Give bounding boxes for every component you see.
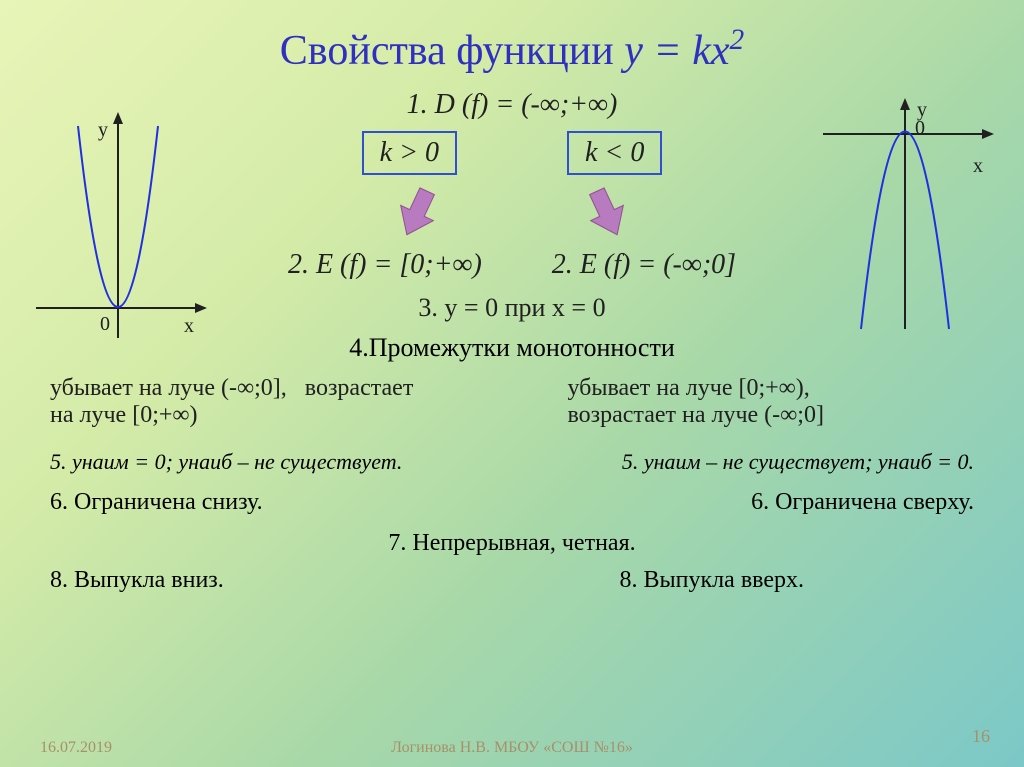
box-k-positive: k > 0 bbox=[362, 131, 457, 175]
slide-title: Свойства функции y = kx2 bbox=[0, 0, 1024, 75]
y-axis-label: y bbox=[98, 119, 108, 141]
x-axis-label: x bbox=[184, 315, 194, 337]
title-formula: y = kx bbox=[624, 28, 729, 74]
prop6-right: 6. Ограничена сверху. bbox=[751, 489, 974, 516]
prop6-left: 6. Ограничена снизу. bbox=[50, 489, 263, 516]
footer-author: Логинова Н.В. МБОУ «СОШ №16» bbox=[391, 739, 633, 757]
property-8-row: 8. Выпукла вниз. 8. Выпукла вверх. bbox=[0, 567, 1024, 594]
range-right: 2. E (f) = (-∞;0] bbox=[552, 249, 736, 281]
prop8-right: 8. Выпукла вверх. bbox=[620, 567, 804, 594]
property-5-row: 5. yнаим = 0; yнаиб – не существует. 5. … bbox=[0, 449, 1024, 475]
mono-right-b: возрастает на луче (-∞;0] bbox=[567, 402, 823, 428]
footer-date: 16.07.2019 bbox=[40, 739, 112, 757]
origin-label: 0 bbox=[915, 117, 925, 139]
graph-parabola-up: y x 0 bbox=[26, 108, 211, 348]
origin-label: 0 bbox=[100, 313, 110, 335]
mono-right-a: убывает на луче [0;+∞), bbox=[567, 375, 809, 401]
mono-left-a: убывает на луче (-∞;0], bbox=[50, 375, 287, 401]
graph-parabola-down: y x 0 bbox=[813, 94, 998, 334]
range-left: 2. E (f) = [0;+∞) bbox=[288, 249, 482, 281]
property-7: 7. Непрерывная, четная. bbox=[0, 530, 1024, 557]
monotonic-left: убывает на луче (-∞;0], возрастает на лу… bbox=[50, 375, 457, 429]
domain-text: 1. D (f) = (-∞;+∞) bbox=[407, 89, 618, 120]
box-k-negative: k < 0 bbox=[567, 131, 662, 175]
arrow-down-right-icon bbox=[577, 183, 637, 243]
mono-left-b: возрастает bbox=[305, 375, 414, 401]
x-axis-label: x bbox=[973, 155, 983, 177]
prop5-right: 5. yнаим – не существует; yнаиб = 0. bbox=[622, 449, 974, 475]
monotonic-right: убывает на луче [0;+∞), возрастает на лу… bbox=[567, 375, 974, 429]
mono-left-c: на луче [0;+∞) bbox=[50, 402, 198, 428]
title-prefix: Свойства функции bbox=[280, 28, 624, 74]
title-sup: 2 bbox=[730, 24, 745, 56]
prop5-left: 5. yнаим = 0; yнаиб – не существует. bbox=[50, 449, 402, 475]
prop8-left: 8. Выпукла вниз. bbox=[50, 567, 224, 594]
footer-page-number: 16 bbox=[972, 726, 990, 747]
property-6-row: 6. Ограничена снизу. 6. Ограничена сверх… bbox=[0, 489, 1024, 516]
arrow-down-left-icon bbox=[387, 183, 447, 243]
monotonic-row: убывает на луче (-∞;0], возрастает на лу… bbox=[0, 375, 1024, 429]
